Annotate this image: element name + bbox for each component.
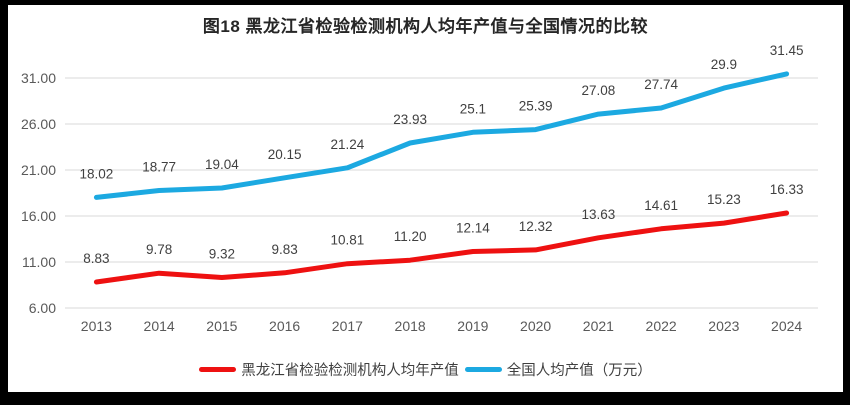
data-label: 15.23 (707, 192, 741, 207)
y-tick-label: 6.00 (29, 300, 56, 316)
data-label: 19.04 (205, 157, 239, 172)
x-tick-label: 2014 (144, 318, 175, 334)
data-label: 10.81 (330, 233, 364, 248)
data-label: 29.9 (711, 57, 737, 72)
data-label: 18.02 (79, 166, 113, 181)
x-tick-label: 2023 (708, 318, 739, 334)
data-label: 9.83 (271, 242, 297, 257)
data-label: 11.20 (394, 229, 427, 244)
data-label: 13.63 (581, 207, 615, 222)
data-label: 16.33 (770, 182, 804, 197)
legend-item-heilongjiang: 黑龙江省检验检测机构人均年产值 (199, 359, 459, 380)
data-label: 9.78 (146, 242, 172, 257)
y-tick-label: 26.00 (21, 116, 56, 132)
legend-swatch-blue (464, 367, 502, 372)
data-label: 25.1 (460, 101, 486, 116)
data-label: 14.61 (644, 198, 678, 213)
series-0-line (93, 210, 790, 285)
y-tick-label: 21.00 (21, 162, 56, 178)
data-label: 27.74 (644, 77, 678, 92)
x-tick-label: 2016 (269, 318, 300, 334)
data-label: 27.08 (581, 83, 615, 98)
x-tick-label: 2021 (583, 318, 614, 334)
legend-label-heilongjiang: 黑龙江省检验检测机构人均年产值 (241, 363, 459, 379)
legend-swatch-red (199, 367, 237, 372)
y-tick-label: 31.00 (21, 70, 56, 86)
line-chart: 6.00 11.00 16.00 21.00 26.00 31.00 2013 2014 201… (21, 43, 818, 334)
x-tick-label: 2018 (395, 318, 426, 334)
x-tick-label: 2019 (457, 318, 488, 334)
data-label: 12.32 (519, 219, 553, 234)
data-label: 31.45 (770, 43, 804, 58)
chart-title: 图18 黑龙江省检验检测机构人均年产值与全国情况的比较 (202, 17, 649, 36)
legend-item-national: 全国人均产值（万元） (464, 359, 652, 380)
chart-frame: 图18 黑龙江省检验检测机构人均年产值与全国情况的比较 6.00 11.00 16.… (8, 5, 843, 392)
data-label: 12.14 (456, 221, 490, 236)
legend-label-national: 全国人均产值（万元） (506, 363, 652, 379)
y-tick-label: 11.00 (22, 254, 56, 270)
x-tick-label: 2017 (332, 318, 363, 334)
series-1-line (93, 71, 790, 200)
x-tick-label: 2013 (81, 318, 112, 334)
data-label: 20.15 (268, 147, 302, 162)
data-label: 21.24 (330, 137, 364, 152)
legend: 黑龙江省检验检测机构人均年产值 全国人均产值（万元） (8, 359, 843, 380)
data-label: 9.32 (209, 246, 235, 261)
data-label: 18.77 (142, 160, 176, 175)
x-tick-label: 2024 (771, 318, 802, 334)
data-label: 23.93 (393, 112, 427, 127)
x-tick-label: 2020 (520, 318, 551, 334)
x-tick-label: 2022 (646, 318, 677, 334)
x-tick-label: 2015 (206, 318, 237, 334)
data-label: 8.83 (83, 251, 109, 266)
y-tick-label: 16.00 (21, 208, 56, 224)
data-label: 25.39 (519, 99, 553, 114)
